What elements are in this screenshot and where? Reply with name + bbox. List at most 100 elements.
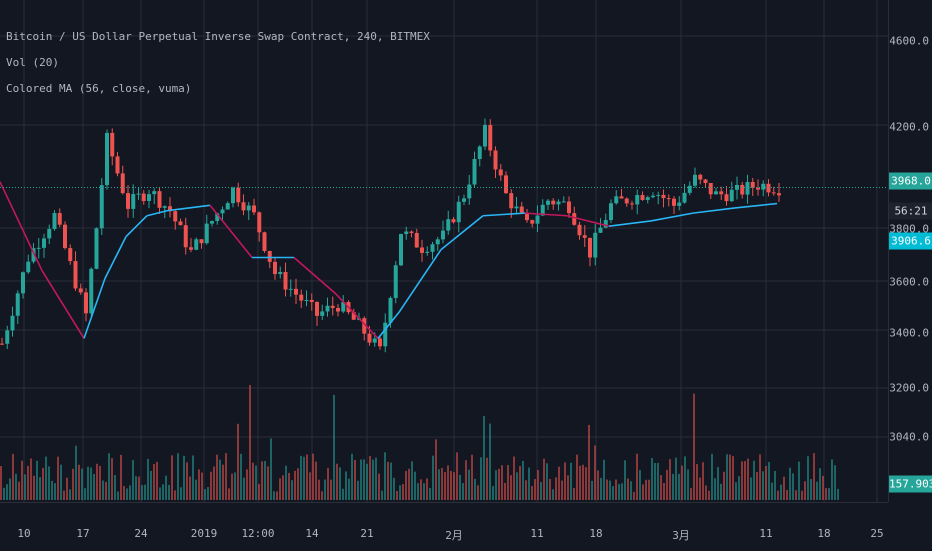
candle: [183, 217, 188, 255]
volume-bar: [321, 491, 323, 500]
candle: [246, 201, 251, 221]
volume-bar: [588, 424, 590, 500]
volume-bar: [264, 461, 266, 500]
volume-bar: [606, 479, 608, 500]
volume-bar: [735, 482, 737, 500]
volume-bar: [384, 452, 386, 500]
candle: [362, 316, 367, 341]
candle: [425, 246, 430, 256]
ma-indicator-label[interactable]: Colored MA (56, close, vuma): [6, 82, 192, 95]
volume-bar: [603, 459, 605, 500]
candle: [278, 266, 283, 279]
candle: [504, 171, 508, 195]
volume-bar: [726, 454, 728, 500]
candle: [84, 288, 88, 322]
candle: [94, 227, 99, 270]
volume-bar: [153, 464, 155, 500]
volume-bar: [306, 454, 308, 500]
candle: [409, 230, 414, 238]
volume-bar: [129, 485, 131, 500]
volume-bar: [273, 491, 275, 500]
volume-bar: [495, 470, 497, 500]
volume-indicator-label[interactable]: Vol (20): [6, 56, 59, 69]
candle: [483, 118, 487, 151]
candle: [204, 214, 209, 245]
candle: [309, 293, 314, 311]
candle: [78, 283, 83, 295]
volume-bar: [66, 477, 68, 500]
volume-bar: [213, 466, 215, 500]
volume-bar: [285, 465, 287, 500]
volume-bar: [732, 456, 734, 500]
ma-segment: [608, 220, 652, 227]
volume-bar: [657, 462, 659, 500]
volume-bar: [687, 469, 689, 500]
volume-badge: 157.903M: [889, 475, 932, 493]
symbol-title[interactable]: Bitcoin / US Dollar Perpetual Inverse Sw…: [6, 30, 430, 43]
volume-bar: [30, 458, 32, 500]
volume-bar: [411, 461, 413, 500]
candle: [178, 218, 183, 226]
plot-area[interactable]: [0, 0, 888, 502]
volume-bar: [201, 472, 203, 500]
ma-segment: [566, 214, 610, 227]
volume-bar: [729, 454, 731, 500]
volume-bar: [795, 490, 797, 500]
volume-bar: [261, 461, 263, 500]
volume-bar: [561, 480, 563, 500]
volume-bar: [444, 472, 446, 500]
volume-bar: [708, 490, 710, 500]
volume-bar: [621, 483, 623, 500]
ma-series: [0, 181, 778, 339]
volume-bar: [270, 438, 272, 500]
volume-bar: [501, 465, 503, 500]
candle: [729, 181, 734, 202]
candle: [577, 221, 582, 240]
volume-bar: [102, 480, 104, 500]
ma-segment: [83, 278, 106, 339]
volume-bar: [636, 453, 638, 500]
ma-segment: [734, 202, 778, 209]
volume-bar: [429, 488, 431, 500]
volume-bar: [459, 474, 461, 500]
candle: [330, 296, 335, 316]
volume-bar: [234, 472, 236, 500]
x-tick-label: 18: [817, 527, 831, 540]
volume-bar: [738, 476, 740, 500]
volume-bar: [390, 462, 392, 500]
volume-bar: [369, 456, 371, 500]
candle: [556, 199, 561, 211]
candle: [383, 313, 388, 353]
volume-bar: [48, 466, 50, 500]
volume-bar: [672, 473, 674, 500]
volume-bar: [258, 483, 260, 500]
volume-bar: [534, 479, 536, 500]
volume-bar: [432, 455, 434, 500]
volume-bar: [72, 468, 74, 500]
volume-bar: [819, 468, 821, 500]
volume-bar: [558, 466, 560, 500]
y-tick-label: 4600.0: [889, 34, 929, 48]
candle: [472, 151, 477, 188]
candle: [708, 183, 713, 200]
candle: [498, 163, 503, 181]
volume-bar: [702, 462, 704, 500]
ma-segment: [482, 212, 526, 217]
volume-bar: [513, 456, 515, 500]
volume-bar: [750, 477, 752, 500]
candle: [687, 181, 692, 196]
volume-bar: [12, 453, 14, 500]
volume-bar: [276, 491, 278, 500]
volume-bar: [96, 463, 98, 500]
volume-bar: [330, 479, 332, 500]
volume-bar: [165, 475, 167, 500]
time-axis[interactable]: 10 17 24 2019 12:00 14 21 2月 11 18 3月 11 18 25: [0, 502, 888, 551]
countdown-badge: 56:21: [889, 202, 932, 220]
volume-bar: [498, 468, 500, 500]
volume-bar: [405, 470, 407, 500]
candle: [645, 195, 650, 204]
price-axis[interactable]: 4600.0 4200.0 3800.0 3600.0 3400.0 3200.0 3040…: [888, 0, 932, 502]
volume-bar: [81, 468, 83, 500]
x-tick-label: 11: [759, 527, 773, 540]
